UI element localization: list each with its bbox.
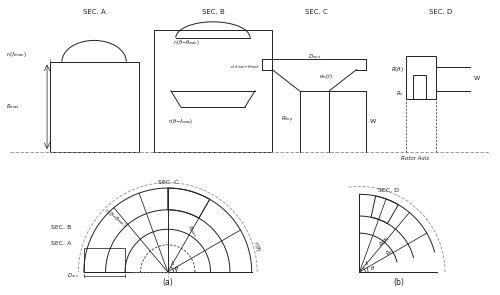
Text: $\lambda$: $\lambda$ bbox=[170, 259, 175, 267]
Text: $R_{max}$: $R_{max}$ bbox=[6, 102, 20, 111]
Text: $r_i(\theta{-}\theta_{max})$: $r_i(\theta{-}\theta_{max})$ bbox=[102, 206, 128, 230]
Text: SEC. C: SEC. C bbox=[158, 180, 178, 185]
Text: SEC. D: SEC. D bbox=[429, 9, 452, 15]
Text: $r_i(\theta{-}\theta_{max})$: $r_i(\theta{-}\theta_{max})$ bbox=[174, 38, 200, 47]
Text: W: W bbox=[474, 76, 480, 81]
Text: $D_{noz}$: $D_{noz}$ bbox=[308, 52, 321, 60]
Text: $\lambda$: $\lambda$ bbox=[364, 259, 369, 267]
Text: $r(\theta{-}\lambda_{max})$: $r(\theta{-}\lambda_{max})$ bbox=[168, 117, 194, 126]
Text: $R(\theta)$: $R(\theta)$ bbox=[378, 234, 392, 249]
Text: W: W bbox=[370, 119, 376, 124]
Text: $R_{max}$: $R_{max}$ bbox=[185, 223, 200, 239]
Text: $R_s$: $R_s$ bbox=[396, 89, 404, 98]
Text: Rotor Axis: Rotor Axis bbox=[401, 156, 429, 161]
Text: $r_i(\lambda_{max})$: $r_i(\lambda_{max})$ bbox=[6, 50, 27, 59]
Text: $R_s$: $R_s$ bbox=[384, 247, 396, 258]
Text: SEC. A: SEC. A bbox=[82, 9, 106, 15]
Bar bbox=[50, 62, 138, 152]
Text: $r_i(\lambda_{max}{-}\theta_{max})$: $r_i(\lambda_{max}{-}\theta_{max})$ bbox=[230, 63, 260, 71]
Text: (a): (a) bbox=[162, 278, 173, 287]
Text: $R(\theta)$: $R(\theta)$ bbox=[390, 65, 404, 74]
Bar bbox=[154, 30, 272, 152]
Text: $\theta$: $\theta$ bbox=[370, 264, 375, 272]
Text: SEC. A: SEC. A bbox=[51, 241, 72, 246]
Text: SEC. B: SEC. B bbox=[202, 9, 224, 15]
Text: $\theta$: $\theta$ bbox=[174, 264, 180, 272]
Bar bbox=[84, 248, 125, 272]
Text: $r(\theta)$: $r(\theta)$ bbox=[252, 240, 263, 253]
Text: $R_{flop}$: $R_{flop}$ bbox=[281, 115, 293, 125]
Text: $D_{sec}$: $D_{sec}$ bbox=[66, 271, 79, 280]
Text: (b): (b) bbox=[393, 278, 404, 287]
Text: SEC. D: SEC. D bbox=[378, 188, 399, 193]
Bar bbox=[414, 75, 426, 99]
Text: SEC. B: SEC. B bbox=[51, 225, 72, 230]
Text: $w_s(r)$: $w_s(r)$ bbox=[320, 72, 334, 81]
Text: SEC. C: SEC. C bbox=[306, 9, 328, 15]
Bar bbox=[406, 56, 436, 99]
